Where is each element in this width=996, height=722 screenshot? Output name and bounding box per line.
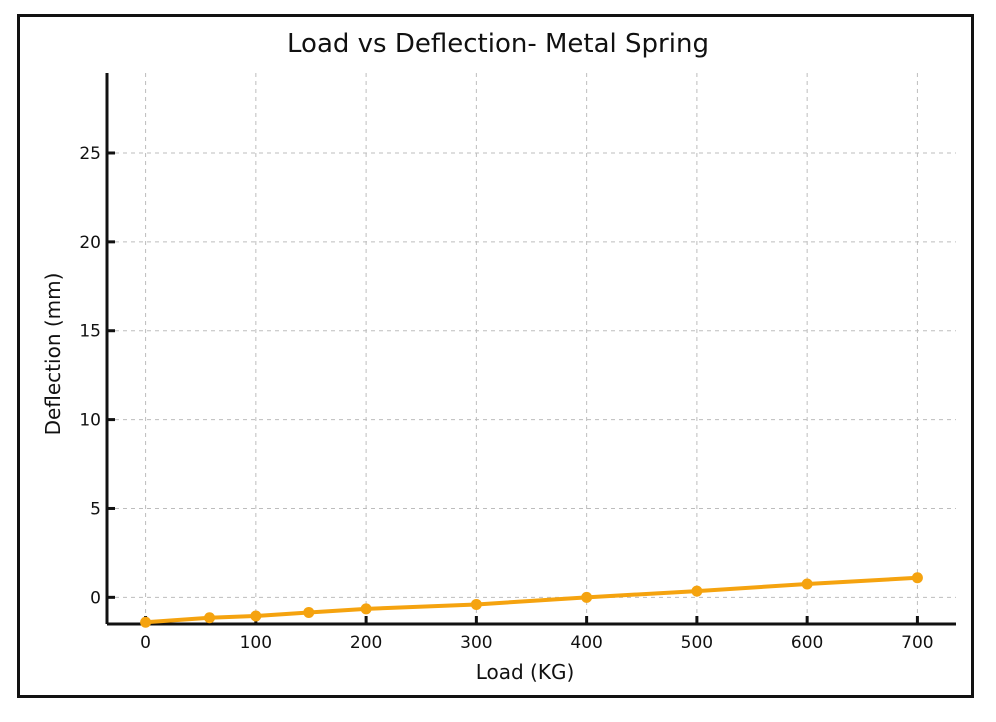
data-point xyxy=(303,606,315,618)
ticks-layer: 0 100 200 300 400 500 600 700 0 5 10 15 20 25 xyxy=(79,144,933,653)
data-point xyxy=(801,578,813,590)
y-axis-label: Deflection (mm) xyxy=(41,273,65,436)
x-axis-label: Load (KG) xyxy=(476,660,575,684)
data-point xyxy=(911,572,923,584)
series-line xyxy=(143,575,920,625)
x-tick-label: 200 xyxy=(350,633,382,653)
data-point xyxy=(204,612,216,624)
y-tick-label: 15 xyxy=(79,322,101,342)
y-tick-label: 0 xyxy=(90,588,101,608)
data-point xyxy=(360,603,372,615)
data-point xyxy=(581,591,593,603)
chart-title: Load vs Deflection- Metal Spring xyxy=(287,29,709,59)
data-point xyxy=(470,598,482,610)
y-tick-label: 10 xyxy=(79,411,101,431)
series-layer xyxy=(140,572,923,628)
x-tick-label: 0 xyxy=(140,633,151,653)
y-tick-label: 5 xyxy=(90,499,101,519)
data-point xyxy=(691,585,703,597)
axes-layer xyxy=(105,73,956,626)
y-tick-label: 25 xyxy=(79,144,101,164)
x-tick-label: 300 xyxy=(460,633,492,653)
x-tick-label: 500 xyxy=(681,633,713,653)
x-tick-label: 600 xyxy=(791,633,823,653)
data-point xyxy=(140,616,152,628)
x-tick-label: 700 xyxy=(901,633,933,653)
x-tick-label: 100 xyxy=(240,633,272,653)
y-tick-label: 20 xyxy=(79,233,101,253)
data-point xyxy=(250,610,262,622)
grid-layer xyxy=(107,73,956,624)
x-tick-label: 400 xyxy=(570,633,602,653)
